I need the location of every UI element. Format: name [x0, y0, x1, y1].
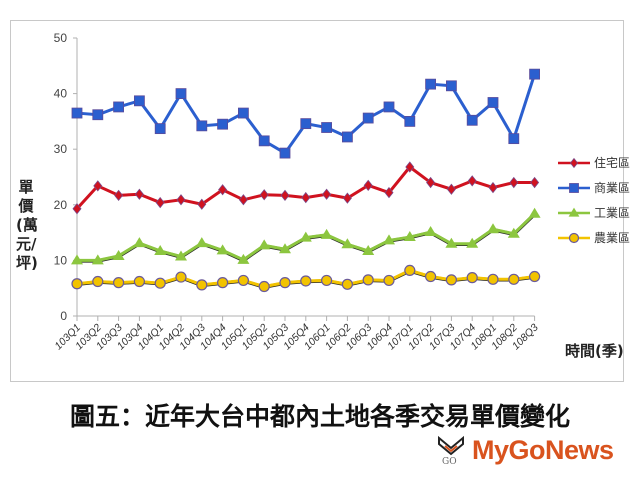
- mygonews-logo: GO MyGoNews: [436, 432, 614, 468]
- chart-frame: [10, 20, 624, 382]
- svg-text:0: 0: [60, 309, 67, 323]
- logo-mark-icon: GO: [436, 434, 466, 467]
- legend-item-residential: 住宅區: [556, 150, 630, 175]
- line-chart: 01020304050103Q1103Q2103Q3103Q4104Q1104Q…: [52, 31, 541, 352]
- legend-item-agricultural: 農業區: [556, 225, 630, 250]
- svg-text:50: 50: [54, 31, 68, 45]
- legend-item-commercial: 商業區: [556, 175, 630, 200]
- legend-swatch-industrial-icon: [556, 207, 592, 219]
- legend-label: 工業區: [594, 206, 631, 220]
- x-axis-label: 時間(季): [565, 342, 624, 360]
- svg-text:GO: GO: [442, 457, 457, 466]
- legend-swatch-commercial-icon: [556, 182, 592, 194]
- y-axis-label: 單價(萬元/坪): [16, 178, 38, 272]
- svg-text:30: 30: [54, 142, 68, 156]
- legend-label: 住宅區: [594, 156, 631, 170]
- logo-text: MyGoNews: [472, 434, 614, 465]
- legend-label: 農業區: [594, 231, 631, 245]
- legend-swatch-residential-icon: [556, 157, 592, 169]
- svg-text:40: 40: [54, 87, 68, 101]
- legend: 住宅區 商業區 工業區 農業區: [556, 150, 630, 250]
- plot-area: [71, 68, 541, 293]
- legend-item-industrial: 工業區: [556, 200, 630, 225]
- figure-caption: 圖五：近年大台中都內土地各季交易單價變化: [69, 402, 570, 431]
- legend-label: 商業區: [594, 181, 631, 195]
- svg-text:20: 20: [54, 198, 68, 212]
- svg-text:10: 10: [54, 253, 68, 267]
- axes: 01020304050103Q1103Q2103Q3103Q4104Q1104Q…: [52, 31, 540, 352]
- legend-swatch-agricultural-icon: [556, 232, 592, 244]
